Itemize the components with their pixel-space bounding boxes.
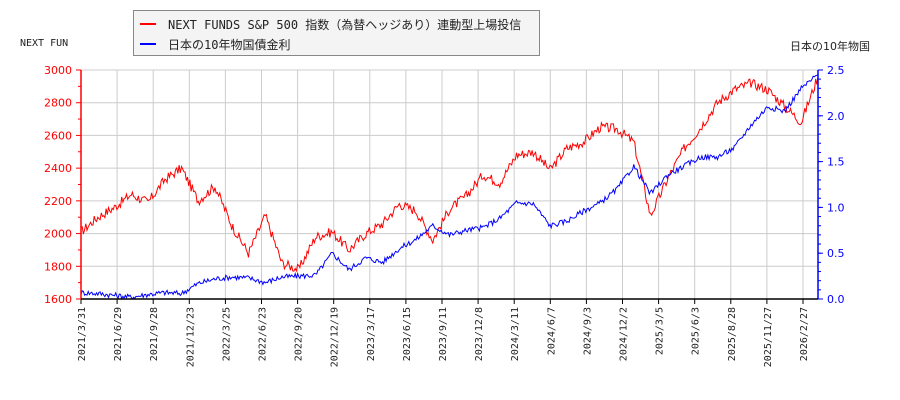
legend-swatch-red [140, 23, 156, 25]
x-tick-label: 2023/9/11 [438, 307, 449, 361]
legend-label-jgb-10y: 日本の10年物国債金利 [168, 37, 291, 52]
x-tick-label: 2024/12/2 [619, 307, 630, 361]
y-left-tick-label: 2200 [44, 195, 72, 208]
y-left-tick-label: 1800 [44, 260, 72, 273]
x-tick-label: 2025/3/5 [655, 307, 666, 355]
y-left-tick-label: 3000 [44, 64, 72, 77]
y-left-tick-label: 2800 [44, 97, 72, 110]
x-tick-label: 2024/6/7 [546, 307, 557, 355]
legend-item-sp500-etf: NEXT FUNDS S&P 500 指数（為替ヘッジあり）連動型上場投信 [140, 15, 521, 33]
x-tick-label: 2022/6/23 [258, 307, 269, 361]
y-right-tick-label: 0.5 [827, 247, 845, 260]
x-tick-label: 2025/6/3 [691, 307, 702, 355]
y-left-tick-label: 1600 [44, 293, 72, 306]
y-left-tick-label: 2400 [44, 162, 72, 175]
x-tick-label: 2024/3/11 [510, 307, 521, 361]
chart-legend: NEXT FUNDS S&P 500 指数（為替ヘッジあり）連動型上場投信 日本… [133, 10, 540, 56]
left-axis-title: NEXT FUN [20, 38, 69, 49]
y-right-tick-label: 0.0 [827, 293, 845, 306]
y-right-tick-label: 1.5 [827, 156, 845, 169]
axes: 2021/3/31 2021/6/29 2021/9/28 2021/12/23 202… [44, 64, 845, 367]
y-left-tick-label: 2000 [44, 228, 72, 241]
x-tick-label: 2022/12/19 [330, 307, 341, 367]
right-axis-title: 日本の10年物国 [790, 40, 870, 53]
series-lines [80, 74, 819, 301]
x-tick-label: 2023/6/15 [402, 307, 413, 361]
jgb-10y-line [80, 74, 819, 301]
x-tick-label: 2022/9/20 [294, 307, 305, 361]
grid-lines [81, 69, 818, 299]
legend-swatch-blue [140, 43, 156, 45]
x-tick-label: 2025/11/27 [763, 307, 774, 367]
x-tick-label: 2021/9/28 [149, 307, 160, 361]
x-tick-label: 2023/3/17 [366, 307, 377, 361]
x-tick-label: 2024/9/3 [582, 307, 593, 355]
x-tick-label: 2021/6/29 [113, 307, 124, 361]
x-tick-label: 2025/8/28 [727, 307, 738, 361]
x-tick-label: 2023/12/8 [474, 307, 485, 361]
x-tick-label: 2026/2/27 [799, 307, 810, 361]
y-right-tick-label: 1.0 [827, 201, 845, 214]
y-right-tick-label: 2.5 [827, 64, 845, 77]
y-right-tick-label: 2.0 [827, 110, 845, 123]
x-tick-label: 2022/3/25 [221, 307, 232, 361]
x-tick-label: 2021/12/23 [185, 307, 196, 367]
y-left-tick-label: 2600 [44, 129, 72, 142]
legend-item-jgb-10y: 日本の10年物国債金利 [140, 35, 290, 53]
x-tick-label: 2021/3/31 [77, 307, 88, 361]
sp500-etf-line [80, 76, 819, 273]
legend-label-sp500-etf: NEXT FUNDS S&P 500 指数（為替ヘッジあり）連動型上場投信 [168, 17, 522, 32]
